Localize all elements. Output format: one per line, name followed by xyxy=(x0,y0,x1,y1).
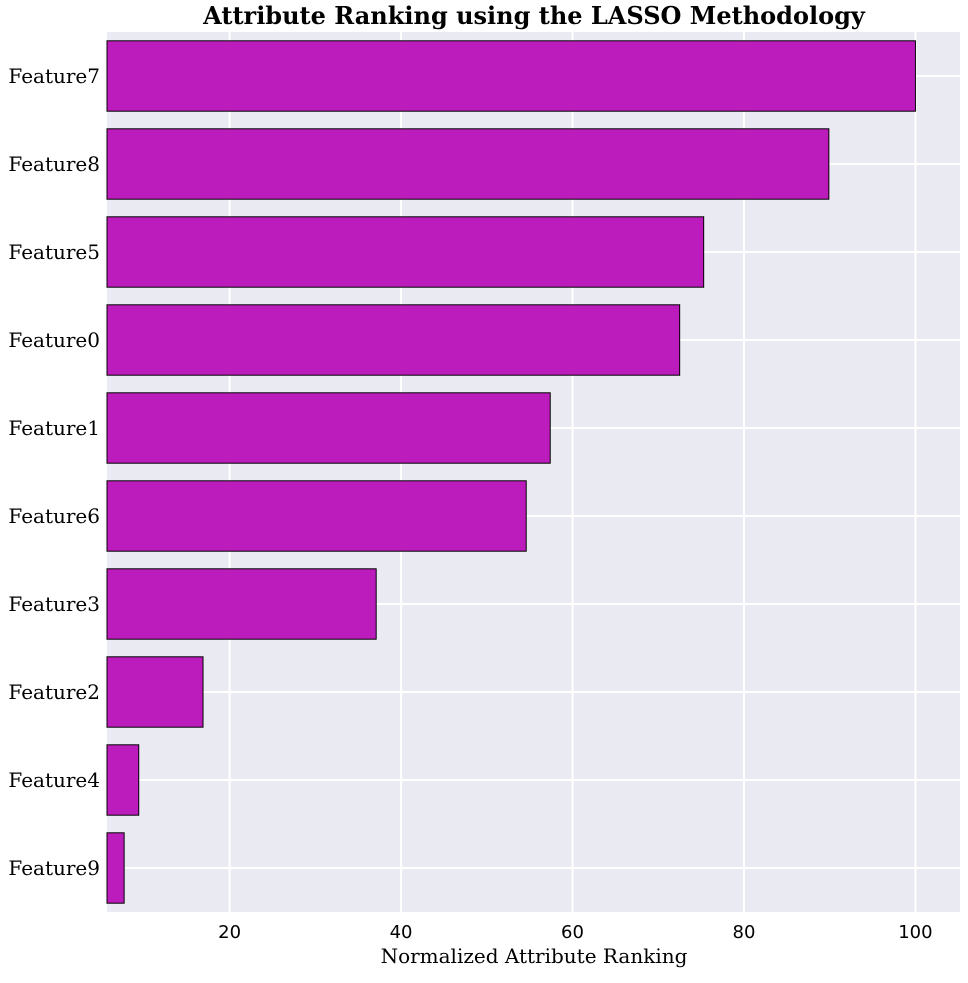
x-tick-label: 80 xyxy=(733,922,756,943)
category-label-feature2: Feature2 xyxy=(8,680,100,704)
x-tick-label: 40 xyxy=(390,922,413,943)
bar-feature2 xyxy=(106,656,204,728)
category-label-feature1: Feature1 xyxy=(8,416,100,440)
category-label-feature6: Feature6 xyxy=(8,504,100,528)
category-label-feature7: Feature7 xyxy=(8,64,100,88)
bar-feature7 xyxy=(106,40,916,112)
category-label-feature0: Feature0 xyxy=(8,328,100,352)
category-label-feature9: Feature9 xyxy=(8,856,100,880)
bar-feature1 xyxy=(106,392,551,464)
category-label-feature5: Feature5 xyxy=(8,240,100,264)
category-label-feature3: Feature3 xyxy=(8,592,100,616)
bar-feature6 xyxy=(106,480,527,552)
category-label-feature4: Feature4 xyxy=(8,768,100,792)
bar-feature4 xyxy=(106,744,140,816)
bar-feature5 xyxy=(106,216,705,288)
category-labels: Feature7 Feature8 Feature5 Feature0 Feature1… xyxy=(8,64,100,880)
bar-feature8 xyxy=(106,128,830,200)
bar-feature3 xyxy=(106,568,377,640)
bar-feature9 xyxy=(106,832,125,904)
x-tick-label: 20 xyxy=(218,922,241,943)
category-label-feature8: Feature8 xyxy=(8,152,100,176)
x-tick-label: 60 xyxy=(561,922,584,943)
bars xyxy=(106,40,916,904)
x-axis-label: Normalized Attribute Ranking xyxy=(381,944,688,968)
x-tick-label: 100 xyxy=(898,922,932,943)
x-tick-labels: 20 40 60 80 100 xyxy=(218,922,932,943)
chart-title: Attribute Ranking using the LASSO Method… xyxy=(202,1,866,30)
bar-feature0 xyxy=(106,304,681,376)
